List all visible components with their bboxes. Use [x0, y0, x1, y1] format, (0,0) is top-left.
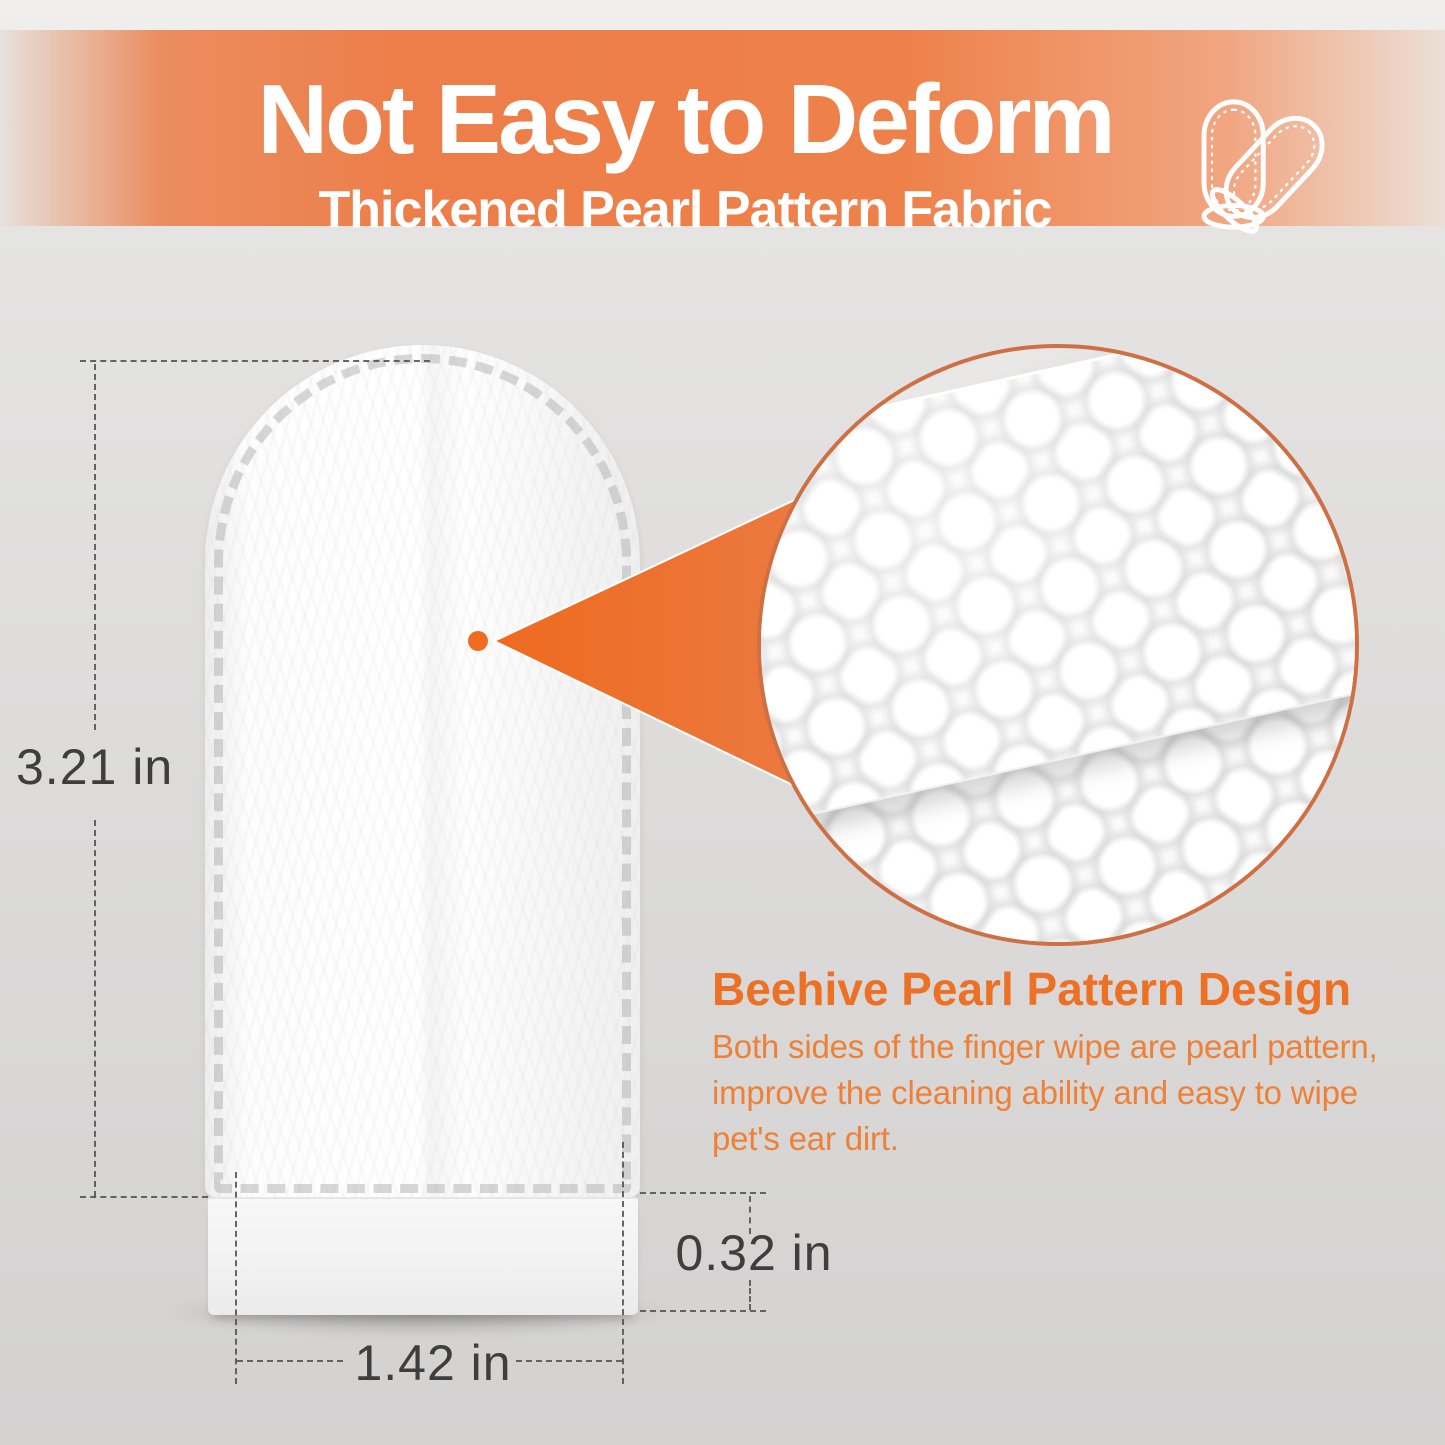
magnified-fabric-view — [757, 344, 1359, 946]
finger-cots-icon — [1201, 99, 1325, 234]
cuff-dimension-tick-bottom — [640, 1310, 766, 1312]
header-subtitle: Thickened Pearl Pattern Fabric — [318, 181, 1053, 239]
width-dimension-tick-right — [516, 1360, 622, 1362]
header-band: Not Easy to Deform Thickened Pearl Patte… — [0, 30, 1445, 239]
feature-description-line: Both sides of the finger wipe are pearl … — [712, 1028, 1378, 1065]
feature-heading: Beehive Pearl Pattern Design — [712, 963, 1352, 1015]
feature-description-line: pet's ear dirt. — [712, 1120, 899, 1157]
cuff-dimension-line-lower — [749, 1280, 751, 1310]
height-dimension-tick-bottom — [80, 1196, 208, 1198]
width-dimension-label: 1.42 in — [354, 1335, 512, 1391]
width-dimension-line-left — [235, 1172, 237, 1384]
fabric-sheen — [761, 348, 1355, 942]
cuff-dimension-label: 0.32 in — [675, 1225, 833, 1281]
feature-description: Both sides of the finger wipe are pearl … — [712, 1024, 1442, 1162]
width-dimension-line-right — [622, 1142, 624, 1384]
feature-description-line: improve the cleaning ability and easy to… — [712, 1074, 1358, 1111]
tilted-finger-cot — [1209, 115, 1325, 234]
height-dimension-tick-top — [80, 360, 430, 362]
header-title: Not Easy to Deform — [257, 64, 1115, 174]
cuff-dimension-tick-top — [640, 1192, 766, 1194]
finger-wipe-cuff — [208, 1197, 638, 1315]
finger-wipe-fluffy-body — [205, 345, 640, 1197]
height-dimension-label: 3.21 in — [16, 739, 174, 795]
height-dimension-line-top-segment — [94, 364, 96, 730]
height-dimension-line-bottom-segment — [94, 820, 96, 1197]
width-dimension-tick-left — [237, 1360, 343, 1362]
callout-dot — [468, 631, 488, 651]
cuff-dimension-line-upper — [749, 1196, 751, 1234]
